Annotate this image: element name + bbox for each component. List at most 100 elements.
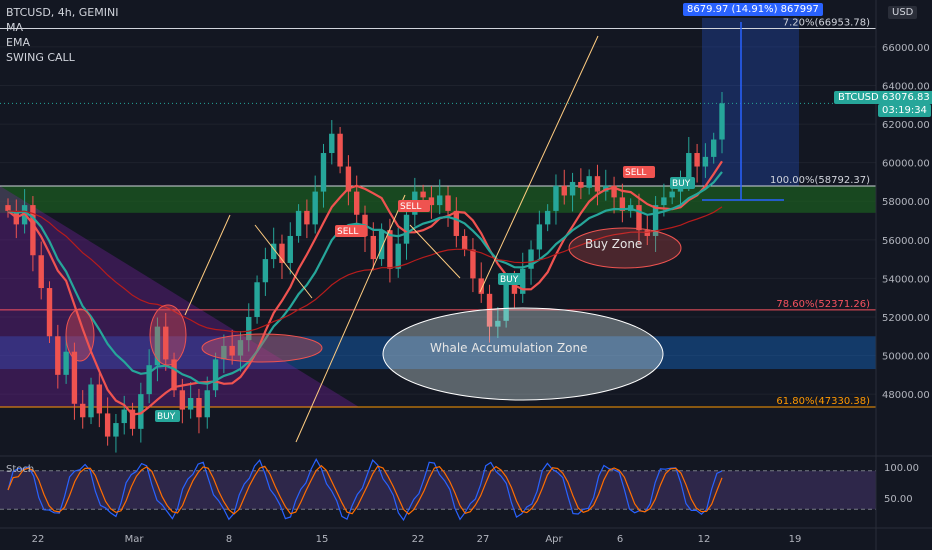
y-tick-label: 66000.00 (882, 43, 930, 54)
candle-body (179, 390, 186, 410)
candle-body (345, 166, 352, 192)
x-tick-label: 19 (789, 534, 802, 545)
candle-body (387, 230, 393, 269)
candle-body (661, 197, 667, 206)
signal-label: BUY (672, 179, 691, 189)
chart-zones: 7.20%(66953.78) 100.00%(58792.37) 78.60%(5… (0, 18, 876, 408)
candle-body (80, 403, 86, 418)
chart-overlays: Whale Accumulation Zone Buy Zone SELL SELL S… (7, 22, 784, 443)
signal-buy (155, 410, 180, 422)
stoch-axis-label: 50.00 (884, 494, 913, 505)
currency-badge[interactable]: USD (888, 6, 918, 19)
candle-body (578, 181, 584, 188)
legend-ema[interactable]: EMA (6, 36, 30, 49)
candle-body (669, 191, 675, 198)
x-tick-label: 6 (617, 534, 623, 545)
fib-label: 78.60%(52371.26) (776, 299, 870, 310)
candle-body (254, 282, 260, 317)
measure-box (702, 18, 799, 186)
candle-body (46, 288, 53, 337)
candle-body (486, 293, 493, 327)
candle-body (353, 191, 360, 215)
trend-arrow (409, 224, 461, 279)
candle-body (569, 181, 576, 196)
y-tick-label: 60000.00 (882, 159, 930, 170)
y-tick-label: 48000.00 (882, 390, 930, 401)
candle-body (320, 153, 327, 192)
y-tick-label: 56000.00 (882, 236, 930, 247)
signal-label: BUY (500, 275, 519, 285)
candle-body (30, 205, 36, 256)
legend-symbol: BTCUSD, 4h, GEMINI (6, 6, 119, 19)
candle-body (337, 133, 343, 167)
candle-body (561, 185, 567, 196)
y-tick-label: 52000.00 (882, 313, 930, 324)
candle-body (370, 235, 377, 260)
candle-body (212, 359, 219, 391)
signal-label: BUY (157, 412, 176, 422)
stoch-k-line (7, 458, 723, 522)
whale-label: Whale Accumulation Zone (430, 341, 588, 355)
candle-body (686, 153, 692, 182)
red-ellipse (201, 333, 323, 363)
fib-label: 100.00%(58792.37) (770, 175, 870, 186)
stoch-axis-label: 100.00 (884, 463, 919, 474)
candle-body (702, 156, 709, 167)
signal-label: SELL (400, 202, 421, 212)
x-tick-label: Apr (545, 534, 563, 545)
x-tick-label: 15 (316, 534, 329, 545)
x-tick-label: 22 (412, 534, 425, 545)
candle-body (96, 384, 103, 414)
measure-label: 8679.97 (14.91%) 867997 (683, 3, 823, 16)
candle-body (420, 191, 426, 198)
red-ellipse (65, 308, 95, 362)
candle-body (478, 278, 484, 294)
x-tick-label: 22 (32, 534, 45, 545)
candle-body (270, 243, 277, 260)
candle-body (88, 384, 94, 418)
candle-body (5, 205, 11, 211)
candle-body (553, 185, 559, 211)
candle-body (636, 205, 642, 231)
y-tick-label: 64000.00 (882, 82, 930, 93)
candle-body (196, 397, 202, 418)
candle-body (237, 340, 244, 356)
y-tick-label: 62000.00 (882, 120, 930, 131)
y-tick-label: 50000.00 (882, 352, 930, 363)
buyzone-ellipse (568, 227, 682, 269)
buyzone-label: Buy Zone (585, 237, 642, 251)
ema-long-line (7, 206, 723, 333)
x-tick-label: Mar (125, 534, 145, 545)
stoch-label: Stoch (6, 464, 34, 475)
fib-label: 61.80%(47330.38) (776, 396, 870, 407)
candle-body (719, 103, 725, 140)
x-tick-label: 8 (226, 534, 232, 545)
signal-sell (398, 200, 430, 212)
signal-label: SELL (625, 168, 646, 178)
candle-body (470, 249, 476, 279)
candle-body (395, 243, 401, 269)
legend-ma[interactable]: MA (6, 21, 24, 34)
candle-body (378, 230, 385, 260)
candle-body (710, 139, 717, 157)
price-tag-value: 63076.83 (878, 91, 932, 104)
trend-arrow (295, 194, 406, 443)
fib-label: 7.20%(66953.78) (783, 18, 870, 29)
stoch-panel: Stoch 100.00 50.00 (0, 455, 932, 522)
candle-body (611, 185, 617, 198)
candle-body (644, 230, 650, 236)
x-tick-label: 27 (477, 534, 490, 545)
candle-body (453, 210, 460, 236)
trend-arrow (184, 214, 231, 316)
candle-body (121, 409, 127, 424)
candle-body (445, 195, 451, 211)
candle-body (221, 345, 227, 360)
candle-body (154, 326, 161, 366)
y-tick-label: 58000.00 (882, 197, 930, 208)
legend-swing-call[interactable]: SWING CALL (6, 51, 75, 64)
candle-body (171, 359, 177, 391)
candle-body (129, 409, 136, 429)
candle-body (287, 235, 293, 263)
